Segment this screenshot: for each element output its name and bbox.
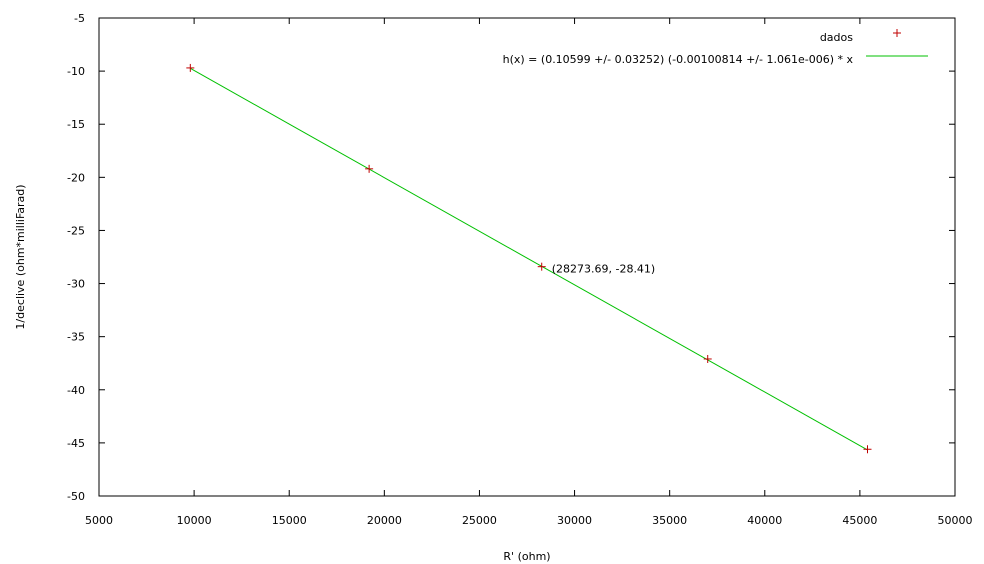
point-annotation: (28273.69, -28.41) bbox=[552, 263, 656, 276]
x-tick-label: 5000 bbox=[85, 514, 113, 527]
annotations: (28273.69, -28.41) bbox=[552, 263, 656, 276]
x-tick-label: 45000 bbox=[842, 514, 877, 527]
x-tick-label: 10000 bbox=[177, 514, 212, 527]
legend-label-fit: h(x) = (0.10599 +/- 0.03252) (-0.0010081… bbox=[503, 53, 854, 66]
x-axis: 5000 10000 15000 20000 25000 30000 35000 40000 4… bbox=[85, 18, 973, 527]
y-tick-label: -30 bbox=[67, 278, 85, 291]
legend: dados h(x) = (0.10599 +/- 0.03252) (-0.0… bbox=[503, 29, 928, 66]
x-tick-label: 35000 bbox=[652, 514, 687, 527]
plot-frame bbox=[98, 17, 956, 497]
y-tick-label: -50 bbox=[67, 490, 85, 503]
y-axis: -5 -10 -15 -20 -25 -30 -35 -40 -45 -50 bbox=[67, 12, 955, 503]
y-tick-label: -5 bbox=[74, 12, 85, 25]
data-point bbox=[365, 164, 374, 173]
data-point bbox=[537, 262, 546, 271]
series-layer bbox=[186, 63, 872, 454]
legend-marker-dados bbox=[893, 29, 901, 37]
x-tick-label: 25000 bbox=[462, 514, 497, 527]
y-tick-label: -20 bbox=[67, 171, 85, 184]
legend-label-dados: dados bbox=[820, 31, 853, 44]
y-axis-label: 1/declive (ohm*milliFarad) bbox=[14, 184, 27, 329]
data-point bbox=[703, 354, 712, 363]
x-tick-label: 40000 bbox=[747, 514, 782, 527]
x-tick-label: 15000 bbox=[272, 514, 307, 527]
y-tick-label: -15 bbox=[67, 118, 85, 131]
x-axis-label: R' (ohm) bbox=[503, 550, 550, 563]
y-tick-label: -45 bbox=[67, 437, 85, 450]
data-point bbox=[863, 445, 872, 454]
data-point bbox=[186, 63, 195, 72]
y-tick-label: -10 bbox=[67, 65, 85, 78]
y-tick-label: -40 bbox=[67, 384, 85, 397]
x-tick-label: 30000 bbox=[557, 514, 592, 527]
y-tick-label: -25 bbox=[67, 224, 85, 237]
y-tick-label: -35 bbox=[67, 331, 85, 344]
x-tick-label: 50000 bbox=[938, 514, 973, 527]
x-tick-label: 20000 bbox=[367, 514, 402, 527]
fit-line bbox=[190, 67, 868, 451]
